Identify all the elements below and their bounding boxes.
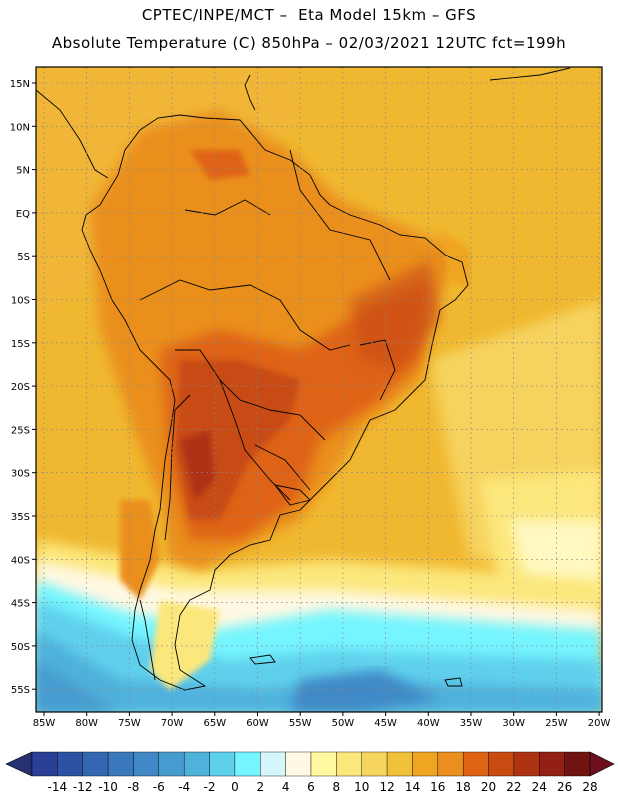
lon-label: 25W (545, 718, 568, 729)
colorbar-label: 12 (379, 780, 394, 794)
lat-label: EQ (16, 209, 30, 220)
colorbar-swatch (513, 751, 540, 777)
colorbar-swatch (234, 751, 261, 777)
lon-label: 20W (588, 718, 611, 729)
colorbar-swatch (462, 751, 489, 777)
colorbar-label: 18 (456, 780, 471, 794)
lon-label: 65W (203, 718, 226, 729)
colorbar-swatch (336, 751, 362, 777)
colorbar-swatch (183, 751, 210, 777)
lat-label: 15N (10, 79, 30, 90)
colorbar-swatch (57, 751, 83, 777)
colorbar-under-arrow (5, 751, 33, 777)
lon-label: 40W (417, 718, 440, 729)
lon-label: 75W (118, 718, 141, 729)
colorbar-label: 8 (333, 780, 341, 794)
colorbar-swatch (564, 751, 591, 777)
colorbar-swatch (260, 751, 286, 777)
lat-label: 45S (11, 599, 30, 610)
map-title-line2: Absolute Temperature (C) 850hPa – 02/03/… (51, 34, 567, 52)
colorbar-label: -4 (178, 780, 190, 794)
map-frame (35, 66, 603, 713)
colorbar: -14 -12 -10 -8 -6 -4 -2 0 2 4 6 8 10 12 14 16 18 20 22 24 26… (5, 751, 615, 794)
colorbar-label: 26 (557, 780, 572, 794)
colorbar-label: 4 (282, 780, 290, 794)
lat-label: 15S (11, 339, 30, 350)
lon-label: 60W (246, 718, 269, 729)
colorbar-label: 28 (582, 780, 597, 794)
map-title-line1: CPTEC/INPE/MCT – Eta Model 15km – GFS (141, 6, 477, 24)
lat-label: 5N (16, 166, 30, 177)
lon-label: 50W (332, 718, 355, 729)
lat-label: 55S (11, 685, 30, 696)
colorbar-label: 10 (354, 780, 369, 794)
colorbar-swatch (386, 751, 413, 777)
lon-label: 85W (33, 718, 56, 729)
colorbar-over-arrow (589, 751, 615, 777)
colorbar-swatch (31, 751, 58, 777)
colorbar-swatch (539, 751, 565, 777)
colorbar-label: 20 (481, 780, 496, 794)
colorbar-swatch (361, 751, 388, 777)
lon-label: 45W (374, 718, 397, 729)
lon-label: 80W (75, 718, 98, 729)
colorbar-label: 14 (405, 780, 420, 794)
lat-label: 25S (11, 425, 30, 436)
colorbar-swatch (488, 751, 515, 777)
colorbar-swatch (133, 751, 160, 777)
colorbar-swatch (437, 751, 464, 777)
longitude-labels: 85W 80W 75W 70W 65W 60W 55W 50W 45W 40W 35W 30W 25W 2… (33, 712, 611, 729)
colorbar-label: -2 (204, 780, 216, 794)
colorbar-label: 24 (532, 780, 547, 794)
colorbar-label: 16 (430, 780, 445, 794)
colorbar-swatch (82, 751, 109, 777)
lat-label: 10N (10, 122, 30, 133)
lat-label: 5S (17, 252, 30, 263)
colorbar-label: -14 (48, 780, 68, 794)
lon-label: 70W (161, 718, 184, 729)
lat-label: 30S (11, 469, 30, 480)
lat-label: 40S (11, 555, 30, 566)
lon-label: 55W (289, 718, 312, 729)
colorbar-label: -12 (73, 780, 93, 794)
latitude-labels: 15N 10N 5N EQ 5S 10S 15S 20S 25S 30S 35S 40S 45S 50S 5… (10, 79, 36, 696)
lat-label: 10S (11, 296, 30, 307)
colorbar-label: 0 (231, 780, 239, 794)
lon-label: 35W (460, 718, 483, 729)
colorbar-swatch (412, 751, 439, 777)
colorbar-label: 6 (307, 780, 315, 794)
colorbar-swatch (158, 751, 185, 777)
colorbar-swatch (310, 751, 337, 777)
lat-label: 50S (11, 642, 30, 653)
colorbar-label: 2 (256, 780, 264, 794)
colorbar-swatch (209, 751, 236, 777)
lon-label: 30W (502, 718, 525, 729)
colorbar-swatch (285, 751, 312, 777)
lat-label: 35S (11, 512, 30, 523)
colorbar-label: -8 (127, 780, 139, 794)
colorbar-swatch (107, 751, 134, 777)
colorbar-label: 22 (506, 780, 521, 794)
colorbar-label: -10 (98, 780, 118, 794)
lat-label: 20S (11, 382, 30, 393)
graticule (36, 67, 602, 712)
colorbar-label: -6 (153, 780, 165, 794)
temperature-field (36, 67, 602, 712)
